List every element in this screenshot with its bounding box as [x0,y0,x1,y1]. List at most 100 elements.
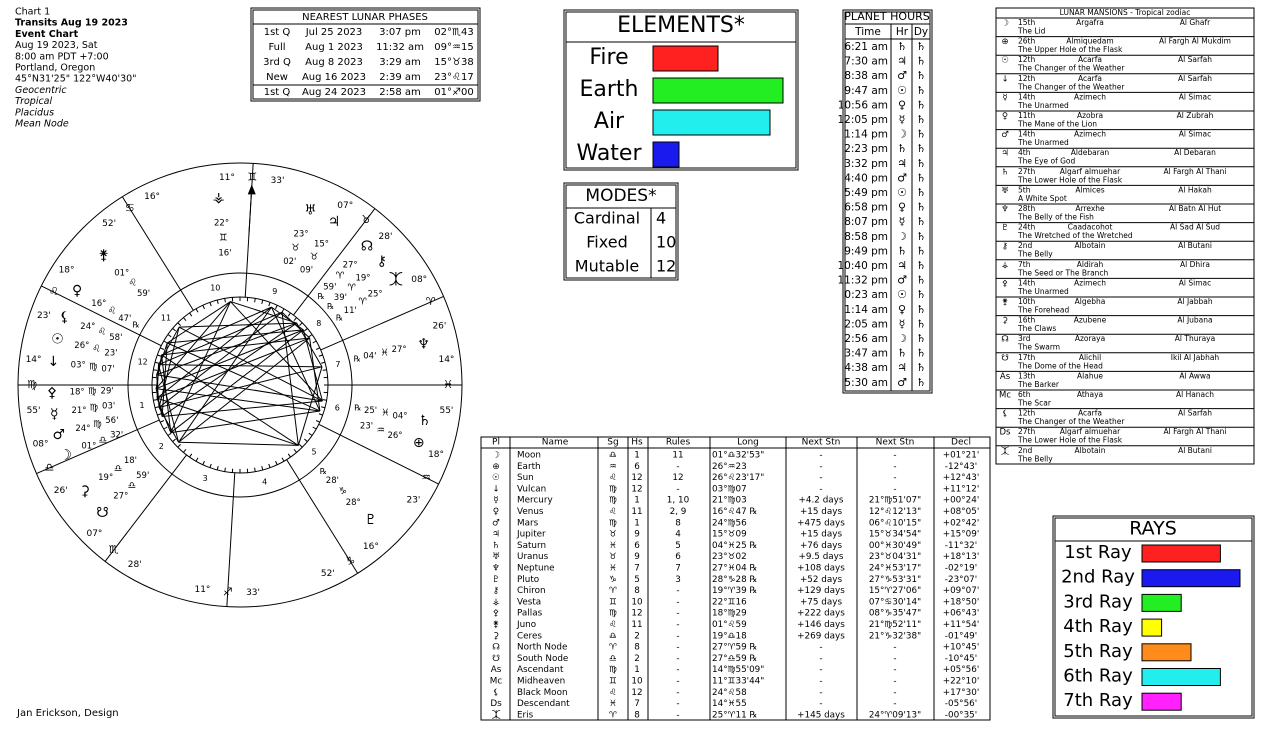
mansion-name: Arrexhe [1075,204,1105,213]
wheel-planet-sign: ♒ [376,425,385,436]
planet-table-cell: Black Moon [517,688,568,698]
mode-name: Mutable [575,257,639,276]
house-cusp-line [41,285,162,347]
planet-table-cell: - [676,665,679,675]
lunar-phase-cell: 2:58 am [379,87,421,98]
ray-bar [1141,692,1182,711]
planet-table-cell: 12 [631,484,642,494]
mansion-number: 27th [1018,427,1035,436]
planet-table-cell: 5 [634,575,640,585]
mansion-glyph: ♆ [1001,205,1009,215]
planet-table-cell: 04°♓25 ℞ [712,541,757,551]
planet-table-cell: +18°13' [943,552,980,562]
wheel-planet-sign: ♈ [358,297,367,308]
hour-ruler: ☽ [897,230,907,243]
hour-time: 9:49 pm [844,245,888,257]
planet-table-cell: 24°♍56 [712,518,747,528]
mansion-glyph: Ds [1000,428,1012,438]
cusp-minute: 33' [271,176,285,186]
planet-table-cell: 28°♑28 ℞ [712,575,757,585]
planet-table-cell: ♄ [492,541,500,551]
planet-table-cell: 22°♊16 [712,597,747,607]
lunar-phase-cell: 3:29 am [379,57,421,68]
cusp-minute: 26' [54,486,68,496]
mansion-meaning: The Changer of the Weather [1017,82,1125,91]
mansion-glyph: ☋ [1001,353,1009,363]
planet-table-cell: ♈ [609,710,617,720]
mansion-arabic: Al Ghafr [1180,18,1211,27]
house-number: 2 [159,442,164,451]
planet-hours-header: Hr [896,26,909,38]
planet-table-cell: ♌ [609,507,617,517]
planet-table-cell: - [893,462,896,472]
mansion-glyph: ♇ [1001,223,1009,233]
wheel-planet-glyph: ☉ [51,332,64,348]
lunar-phase-cell: Aug 8 2023 [305,57,363,68]
planet-table-cell: Juno [516,620,536,630]
wheel-planet-degree: 24° [80,322,95,332]
hour-time: 2:05 am [844,318,888,330]
hour-ruler: ♃ [897,259,907,272]
wheel-tick [318,354,323,357]
mansion-arabic: Al Simac [1179,278,1211,287]
wheel-tick [261,299,264,304]
wheel-planet-glyph: ♃ [328,214,341,230]
hour-time: 2:56 am [844,333,888,345]
wheel-planet-sign: ♉ [310,251,319,262]
aspect-line [156,388,320,412]
aspect-line [178,441,299,446]
wheel-planet-glyph: ♆ [417,336,430,352]
planet-table-cell: ♅ [492,552,500,562]
hour-ruler: ♄ [897,40,907,53]
wheel-tick [189,453,193,458]
wheel-tick [195,308,199,313]
aspect-line [161,337,310,356]
wheel-planet-degree: 15° [314,239,329,249]
wheel-planet-sign: ♊ [219,232,228,243]
planet-table-cell: +00°24' [943,496,980,506]
house-number: 1 [140,401,145,410]
planet-table-cell: - [893,484,896,494]
wheel-tick [160,347,165,350]
chart-info-line: Mean Node [15,119,69,130]
aspect-line [271,306,321,412]
wheel-tick [157,354,162,357]
planet-table-cell: - [819,451,822,461]
planet-table-cell: - [893,473,896,483]
planet-table-cell: Saturn [517,541,546,551]
house-cusp-line [286,459,359,574]
lunar-phase-cell: Aug 24 2023 [302,87,366,98]
mansion-number: 2nd [1018,241,1033,250]
hour-time: 6:58 pm [844,202,888,214]
planet-table-header: Rules [666,438,691,448]
cusp-degree: 18° [428,450,444,460]
planet-table-cell: 1 [634,496,640,506]
mansion-meaning: The Wretched of the Wretched [1017,231,1133,240]
planet-table-cell: - [819,484,822,494]
planet-table-cell: +75 days [800,597,843,607]
wheel-tick [153,399,158,401]
mansion-arabic: Al Sad Al Sud [1170,223,1220,232]
wheel-tick [209,463,212,468]
planet-table-cell: ↓ [492,484,499,494]
cusp-sign: ♈ [426,295,436,308]
aspect-line [158,311,283,408]
wheel-planet-sign: ♈ [347,282,356,293]
mansion-name: Algarf almuehar [1060,427,1121,436]
wheel-tick [287,453,291,458]
planet-table-cell: - [676,586,679,596]
elements-title: ELEMENTS* [617,13,745,38]
planet-table-cell: 08°♑35'47" [869,609,921,619]
planet-table-cell: 07°♋30'14" [869,597,921,607]
planet-table-cell: 15°♉09 [712,530,747,540]
wheel-planet-degree: 18° [70,388,85,398]
hour-time: 11:32 pm [838,275,889,287]
day-ruler: ♄ [916,288,926,301]
mansion-number: 3rd [1018,334,1031,343]
planet-table-cell: Jupiter [516,530,546,540]
lunar-phases-title: NEAREST LUNAR PHASES [302,12,428,23]
aspect-line [170,301,231,433]
hour-ruler: ☿ [899,113,906,126]
planet-hours-header: Dy [914,26,928,38]
lunar-phase-cell: 02°♏43 [434,27,473,38]
